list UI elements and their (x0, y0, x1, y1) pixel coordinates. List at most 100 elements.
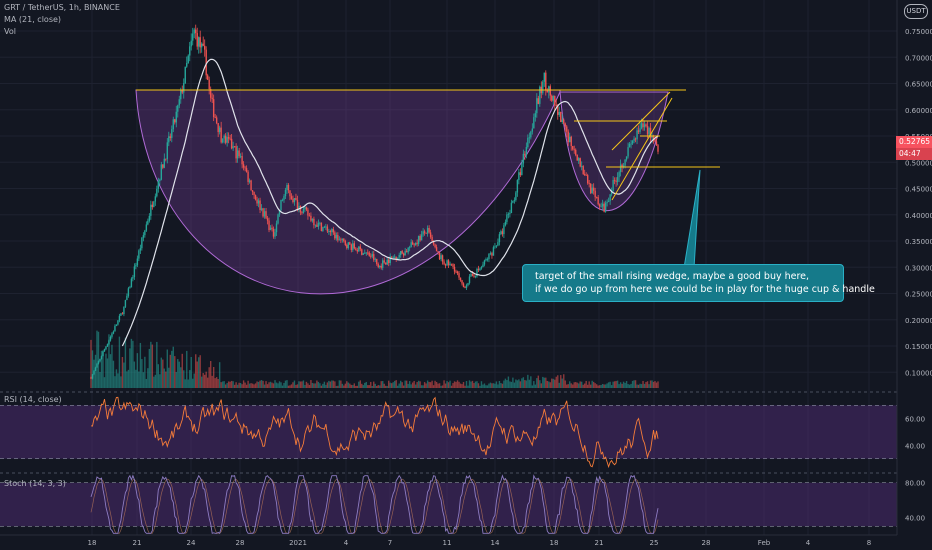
candle-body (117, 320, 119, 325)
volume-bar (238, 382, 240, 388)
candle-body (217, 122, 219, 133)
candle-body (371, 254, 373, 257)
volume-bar (292, 382, 294, 388)
volume-bar (284, 380, 287, 388)
candle-body (183, 83, 185, 93)
candle-body (169, 136, 171, 138)
candle-body (165, 158, 167, 160)
volume-bar (569, 381, 571, 388)
volume-bar (503, 380, 505, 388)
volume-bar (236, 384, 239, 388)
volume-bar (316, 380, 318, 388)
candle-body (236, 150, 239, 159)
candle-body (395, 256, 397, 260)
candle-body (396, 257, 399, 260)
candle-body (417, 235, 420, 244)
candle-body (180, 89, 182, 100)
volume-bar (482, 384, 484, 388)
volume-bar (437, 383, 439, 388)
candle-body (250, 180, 252, 191)
volume-bar (450, 385, 453, 388)
candle-body (391, 256, 393, 258)
volume-bar (368, 385, 370, 388)
volume-legend[interactable]: Vol (4, 27, 16, 36)
volume-bar (572, 384, 574, 388)
volume-bar (256, 381, 258, 388)
candle-body (308, 215, 311, 217)
candle-body (539, 86, 541, 104)
volume-bar (486, 385, 489, 388)
candle-body (401, 251, 403, 254)
rsi-legend[interactable]: RSI (14, close) (4, 395, 62, 404)
candle-body (426, 227, 429, 234)
currency-badge[interactable]: USDT (904, 4, 928, 19)
candle-body (393, 256, 396, 258)
candle-body (624, 159, 626, 166)
candle-body (503, 225, 505, 235)
volume-bar (153, 376, 155, 388)
candle-body (335, 235, 338, 239)
volume-bar (151, 344, 154, 388)
candle-body (420, 234, 423, 241)
candle-body (280, 200, 282, 210)
candle-body (323, 226, 326, 228)
candle-body (367, 252, 369, 254)
candle-body (133, 266, 136, 277)
volume-bar (248, 383, 251, 388)
volume-bar (244, 382, 246, 388)
candle-body (630, 143, 632, 145)
candle-body (199, 37, 201, 48)
volume-bar (573, 382, 575, 388)
time-tick-label: 4 (344, 539, 349, 547)
volume-bar (186, 350, 188, 388)
candle-body (109, 336, 112, 341)
volume-bar (631, 380, 634, 388)
volume-bar (549, 382, 551, 388)
candle-body (398, 254, 400, 258)
candle-body (265, 211, 267, 219)
candle-body (554, 95, 556, 106)
candle-body (607, 201, 610, 202)
volume-bar (589, 384, 592, 388)
volume-bar (417, 380, 420, 388)
candle-body (257, 200, 260, 204)
symbol-title[interactable]: GRT / TetherUS, 1h, BINANCE (4, 3, 120, 12)
candle-body (160, 164, 163, 180)
cup-shape (135, 89, 561, 295)
candle-body (633, 138, 635, 141)
volume-bar (196, 361, 198, 388)
candle-body (269, 227, 272, 231)
candle-body (347, 242, 350, 249)
candle-body (446, 260, 448, 266)
candle-body (203, 45, 206, 50)
annotation-callout[interactable]: target of the small rising wedge, maybe … (522, 264, 875, 302)
volume-bar (181, 353, 183, 388)
candle-body (287, 185, 290, 191)
stoch-legend[interactable]: Stoch (14, 3, 3) (4, 479, 66, 488)
candle-body (186, 62, 188, 67)
candle-body (542, 81, 544, 94)
candle-body (91, 374, 94, 379)
volume-bar (334, 381, 336, 388)
candle-body (289, 190, 291, 197)
candle-body (283, 196, 285, 200)
candle-body (560, 112, 562, 123)
volume-bar (344, 383, 347, 388)
volume-bar (322, 383, 324, 388)
candle-body (232, 146, 234, 149)
volume-bar (601, 383, 604, 388)
candle-body (479, 268, 481, 270)
volume-bar (649, 380, 652, 388)
ma-legend[interactable]: MA (21, close) (4, 15, 62, 24)
volume-bar (498, 381, 501, 388)
candle-body (474, 276, 477, 277)
volume-bar (168, 367, 170, 388)
time-tick-label: 25 (650, 539, 659, 547)
volume-bar (507, 376, 510, 388)
candle-body (543, 72, 546, 82)
volume-bar (519, 381, 522, 388)
candle-body (135, 265, 137, 267)
time-tick-label: 2021 (289, 539, 307, 547)
candle-body (492, 247, 495, 256)
